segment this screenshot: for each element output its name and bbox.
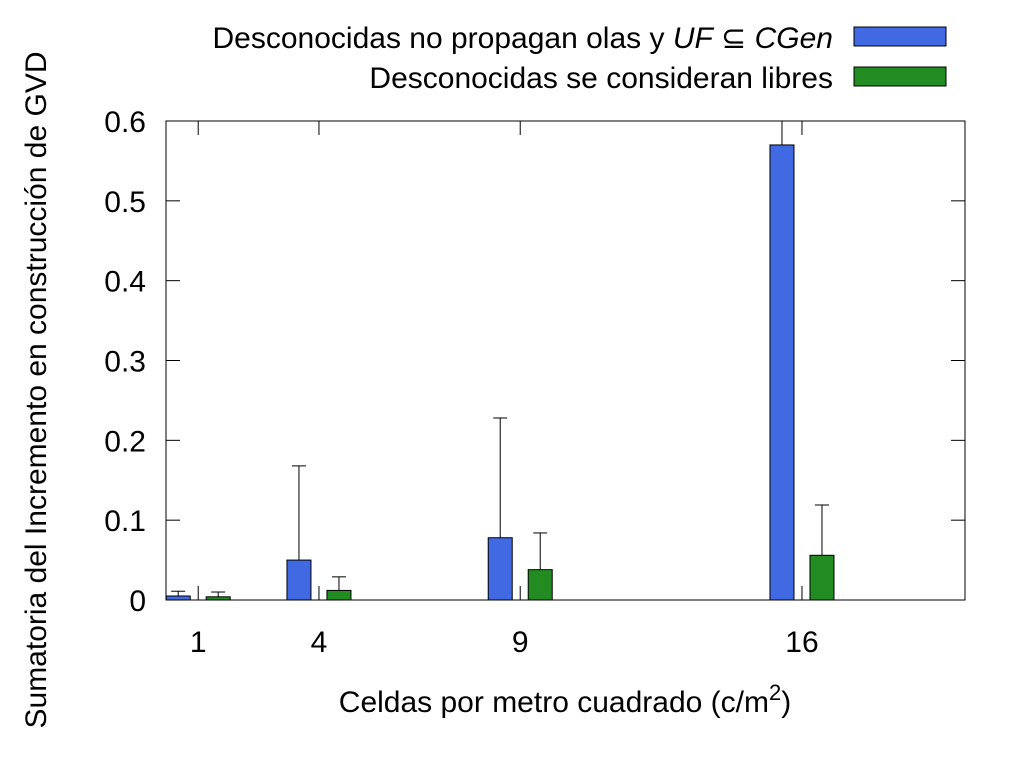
bar-series-1 xyxy=(286,559,312,601)
legend-label-series-1-uf: UF xyxy=(673,22,715,55)
x-axis-title-main: Celdas por metro cuadrado (c/m xyxy=(339,686,769,719)
error-bars xyxy=(171,121,829,597)
x-tick-label: 1 xyxy=(190,626,207,659)
axis-ticks: 0 0.1 0.2 0.3 0.4 0.5 0.6 1 4 9 16 xyxy=(104,106,965,659)
x-axis-title-superscript: 2 xyxy=(769,680,781,705)
x-tick-label: 9 xyxy=(512,626,529,659)
legend-label-series-1-cgen: CGen xyxy=(755,22,833,55)
legend-swatch-series-1 xyxy=(853,26,947,47)
legend-label-series-1-subset: ⊆ xyxy=(713,22,755,55)
y-tick-label: 0.2 xyxy=(104,425,146,458)
bars xyxy=(165,144,835,601)
x-tick-label: 4 xyxy=(311,626,328,659)
y-tick-label: 0.5 xyxy=(104,186,146,219)
bar-series-2 xyxy=(326,589,352,601)
bar-series-2 xyxy=(809,554,835,601)
plot-frame xyxy=(165,120,966,601)
y-tick-label: 0.3 xyxy=(104,346,146,379)
legend: Desconocidas no propagan olas y UF ⊆ CGe… xyxy=(213,22,947,95)
bar-series-2 xyxy=(205,596,231,601)
legend-label-series-1: Desconocidas no propagan olas y UF ⊆ CGe… xyxy=(213,22,834,55)
x-axis-title-suffix: ) xyxy=(781,686,791,719)
x-tick-label: 16 xyxy=(785,626,818,659)
x-axis-title: Celdas por metro cuadrado (c/m2) xyxy=(339,680,791,719)
y-tick-label: 0 xyxy=(129,585,146,618)
y-tick-label: 0.1 xyxy=(104,505,146,538)
bar-series-2 xyxy=(527,569,553,601)
legend-label-series-2: Desconocidas se consideran libres xyxy=(369,62,833,95)
bar-series-1 xyxy=(165,595,191,601)
y-tick-label: 0.6 xyxy=(104,106,146,139)
legend-label-series-1-prefix: Desconocidas no propagan olas y xyxy=(213,22,673,55)
legend-swatch-series-2 xyxy=(853,66,947,87)
y-axis-title: Sumatoria del Incremento en construcción… xyxy=(20,51,53,728)
y-tick-label: 0.4 xyxy=(104,266,146,299)
bar-series-1 xyxy=(487,537,513,601)
bar-series-1 xyxy=(769,144,795,601)
